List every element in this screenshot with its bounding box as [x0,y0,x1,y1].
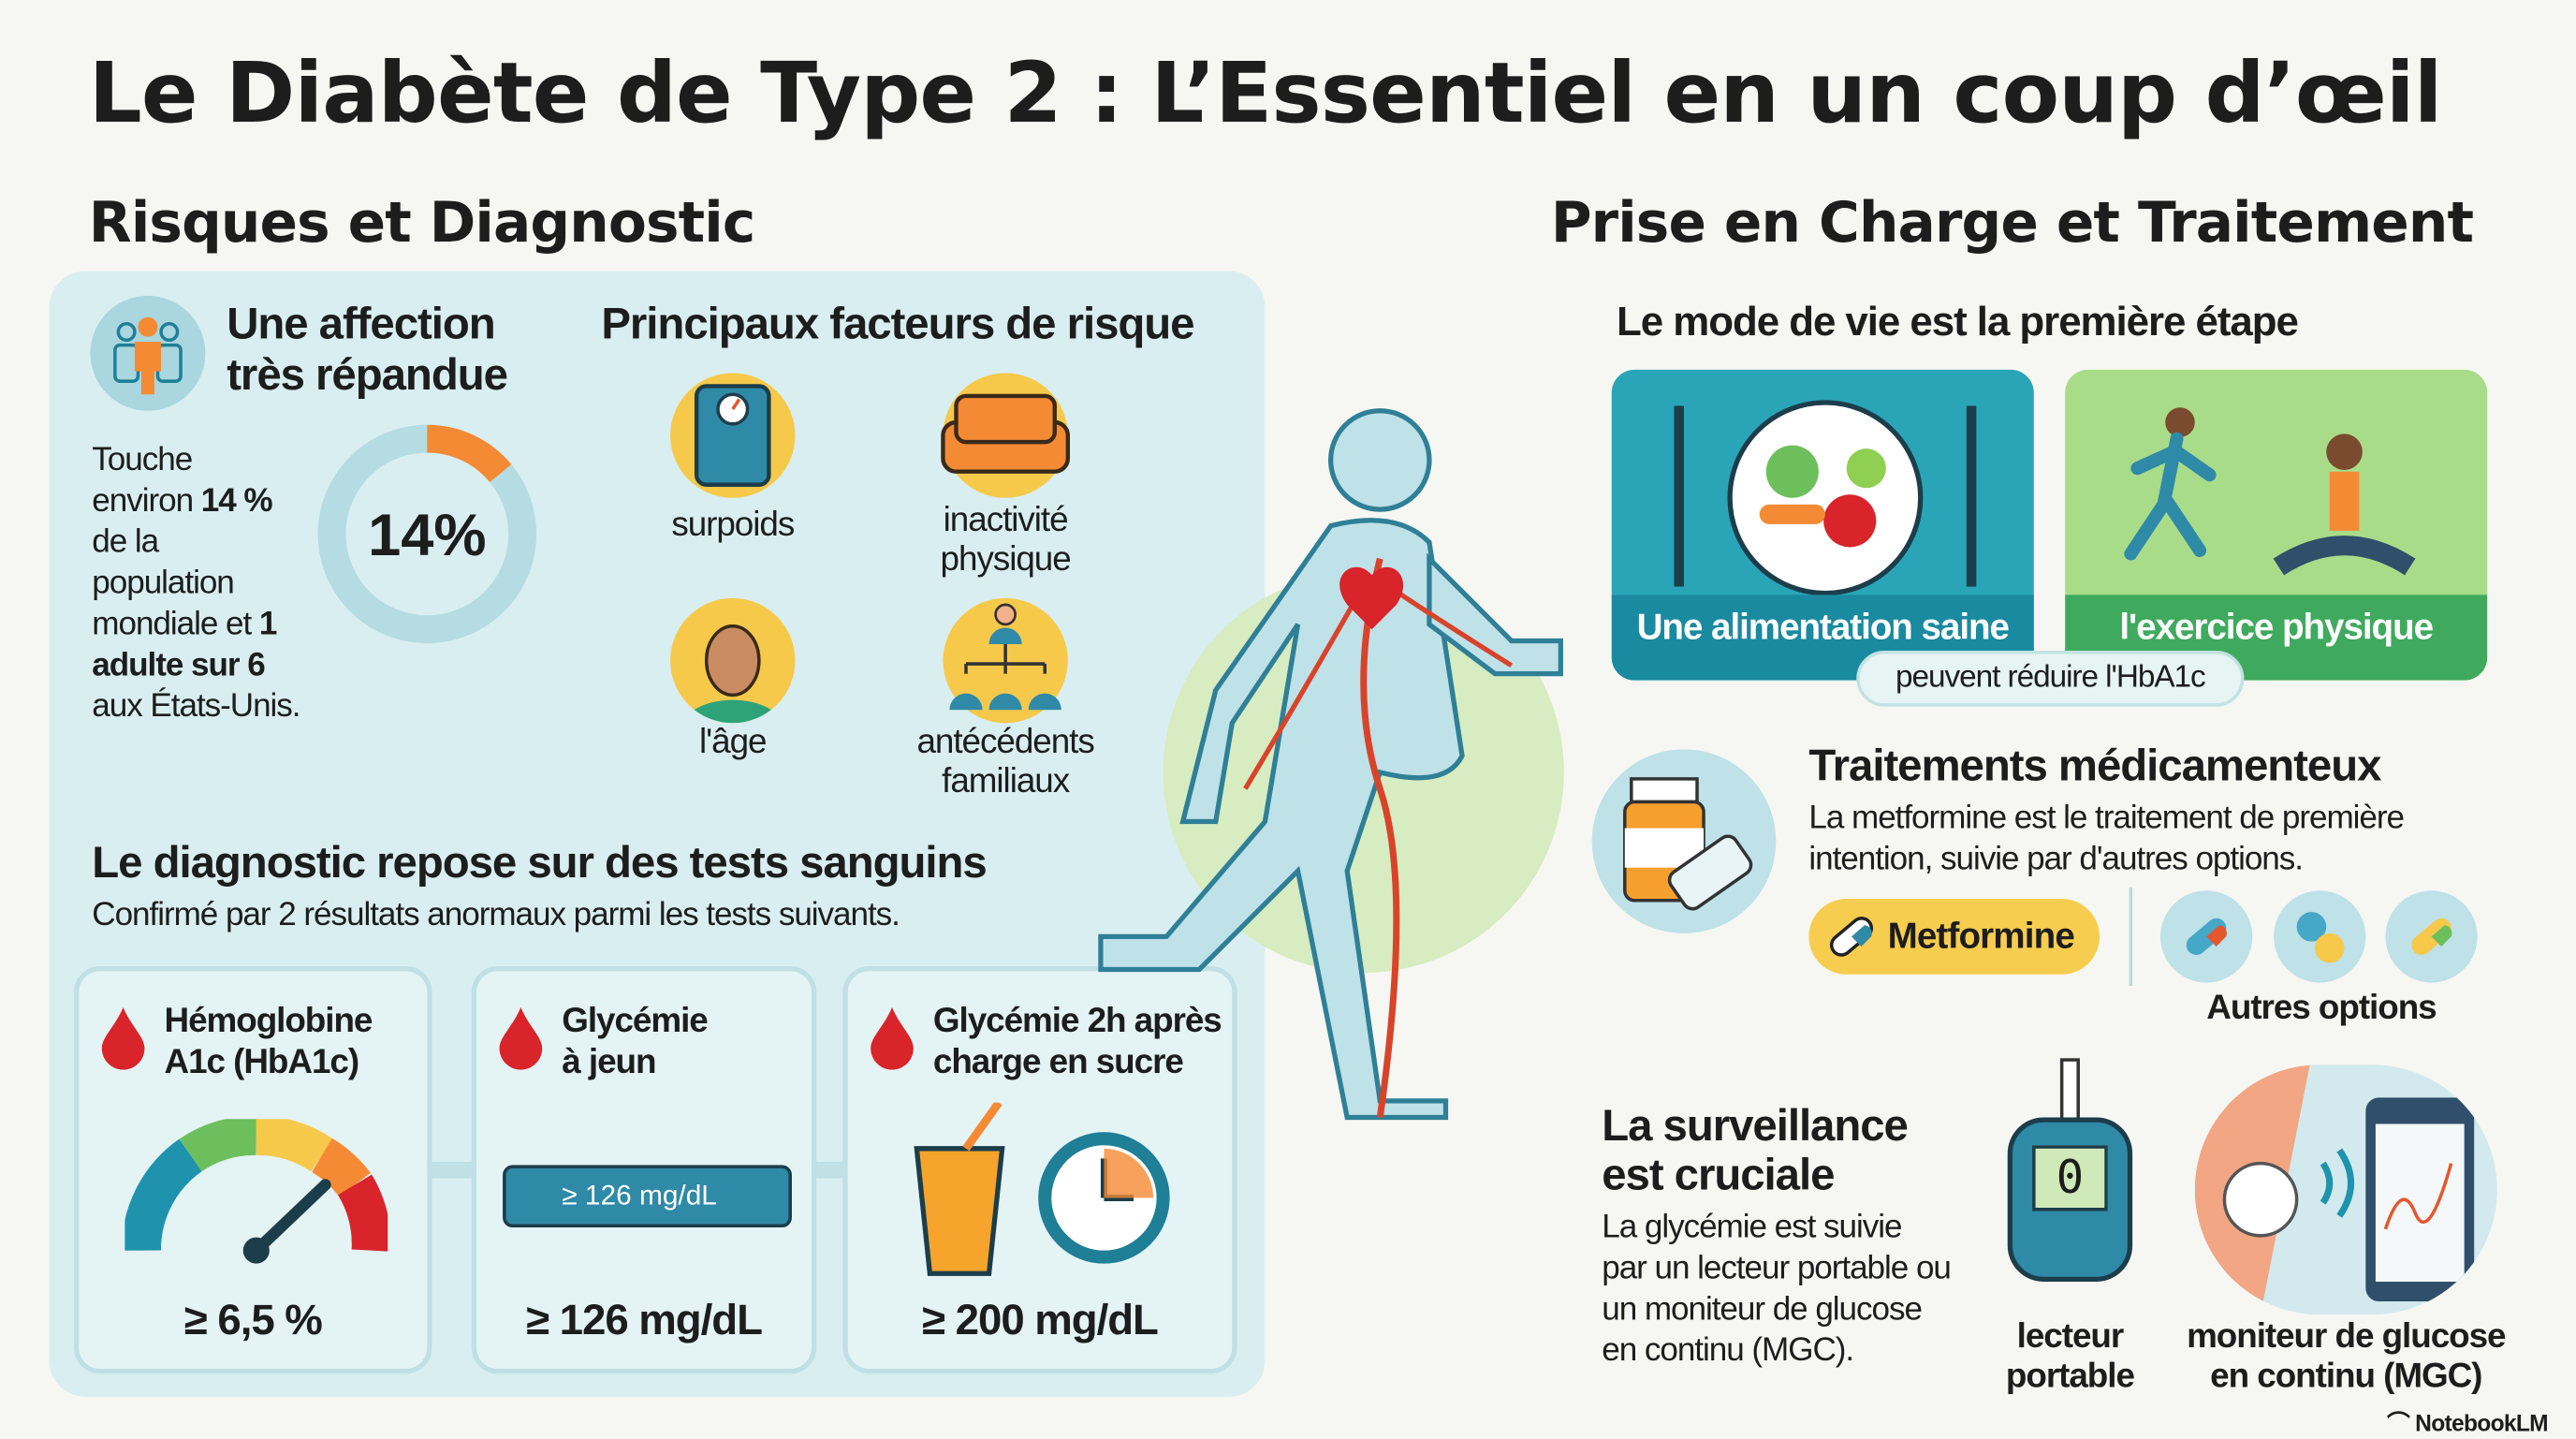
text: Hémoglobine [164,1002,373,1040]
other-options-label: Autres options [2206,989,2437,1027]
meter-label: lecteur portable [1988,1318,2153,1397]
lifestyle-title: Le mode de vie est la première étape [1617,299,2299,345]
text: en continu (MGC) [2210,1357,2482,1396]
risk-label-antecedents: antécédents familiaux [890,723,1120,801]
text: Touche [92,442,193,478]
text: inactivité [943,501,1069,539]
risk-label-surpoids: surpoids [671,506,795,544]
risk-title: Principaux facteurs de risque [601,299,1194,349]
text: un moniteur de glucose [1602,1291,1923,1329]
test-strip-icon: ≥ 126 mg/dL [503,1165,792,1228]
test-card-fasting: Glycémie à jeun ≥ 126 mg/dL ≥ 126 mg/dL [471,965,817,1374]
exercise-icon [2124,407,2416,576]
meds-title: Traitements médicamenteux [1808,741,2381,791]
text: en continu (MGC). [1602,1332,1854,1369]
blood-drop-icon [871,1006,914,1070]
metformin-badge: Metformine [1808,899,2100,975]
meds-text: La metformine est le traitement de premi… [1808,799,2405,881]
text: intention, suivie par d'autres options. [1808,841,2304,878]
hba1c-note: peuvent réduire l'HbA1c [1856,651,2245,707]
text: Glycémie [562,1002,709,1040]
prevalence-donut [317,424,537,644]
risk-label-inactivite: inactivité physique [907,501,1105,580]
text: moniteur de glucose [2187,1317,2506,1356]
food-card: Une alimentation saine [1611,369,2034,681]
monitoring-title: La surveillance est cruciale [1602,1100,1909,1200]
text: population [92,565,235,602]
risk-label-age: l'âge [699,723,768,761]
exercise-card: l'exercice physique [2065,369,2488,681]
text: charge en sucre [932,1043,1184,1081]
test-name: Hémoglobine A1c (HbA1c) [165,1001,373,1083]
text: lecteur [2016,1317,2125,1356]
plate-icon [1674,400,1977,596]
right-heading: Prise en Charge et Traitement [1550,190,2474,257]
prevalence-title: Une affection très répandue [227,299,508,400]
blood-drop-icon [499,1006,543,1070]
people-icon [90,295,206,411]
divider [2129,887,2133,987]
family-tree-icon [943,597,1068,724]
elderly-person-icon [670,597,796,724]
donut-label: 14% [368,501,487,569]
runner-illustration [1098,408,1564,1121]
scale-icon [670,373,796,498]
tablets-icon [2274,890,2366,983]
notebooklm-logo-icon: ⌒ [2387,1409,2416,1436]
capsule-icon [1829,917,1874,957]
text: 1 [258,606,277,643]
couch-icon [941,373,1071,498]
brand-watermark: ⌒ NotebookLM [2387,1406,2548,1439]
donut-track [317,424,537,644]
medication-icon [1591,749,1777,933]
text: à jeun [562,1043,656,1081]
text: La glycémie est suivie [1602,1209,1902,1246]
text: familiaux [942,762,1070,800]
text: antécédents [916,723,1094,761]
capsule-red-icon [2159,890,2253,983]
text: par un lecteur portable ou [1602,1250,1952,1287]
glucose-meter-icon: 0 [2007,1117,2133,1282]
text: mondiale et [92,606,259,643]
text: environ [92,482,201,520]
test-strip [2059,1058,2080,1124]
metformin-label: Metformine [1887,915,2075,957]
text: La surveillance [1602,1100,1909,1151]
prevalence-text: Touche environ 14 % de la population mon… [92,440,322,727]
gauge-icon [124,1119,388,1264]
meter-display: 0 [2032,1145,2108,1211]
brand-label: NotebookLM [2415,1409,2548,1436]
drink-clock-icon [914,1102,1170,1276]
text: Glycémie 2h après [932,1002,1222,1040]
text: adulte sur 6 [92,647,265,684]
diagnostic-title: Le diagnostic repose sur des tests sangu… [92,838,987,888]
blood-drop-icon [101,1006,145,1070]
text: est cruciale [1602,1150,1835,1200]
text: A1c (HbA1c) [164,1043,360,1081]
text: La metformine est le traitement de premi… [1808,800,2405,837]
test-threshold: ≥ 200 mg/dL [922,1295,1159,1344]
test-threshold: ≥ 6,5 % [183,1295,323,1344]
text: portable [2005,1357,2135,1396]
page-title: Le Diabète de Type 2 : L’Essentiel en un… [88,46,2443,143]
test-card-ogtt: Glycémie 2h après charge en sucre ≥ 200 m… [842,965,1237,1374]
left-heading: Risques et Diagnostic [88,190,755,257]
diagnostic-subtitle: Confirmé par 2 résultats anormaux parmi … [92,897,900,933]
cgm-icon [2194,1065,2497,1315]
cgm-label: moniteur de glucose en continu (MGC) [2165,1318,2526,1397]
text: 14 % [200,482,273,520]
text: de la [92,523,159,561]
food-label: Une alimentation saine [1611,595,2034,681]
capsule-green-icon [2385,890,2478,983]
text: aux États-Unis. [92,688,300,725]
test-name: Glycémie à jeun [562,1001,709,1083]
monitoring-text: La glycémie est suivie par un lecteur por… [1602,1208,1952,1373]
test-name: Glycémie 2h après charge en sucre [933,1001,1222,1083]
test-card-hba1c: Hémoglobine A1c (HbA1c) ≥ 6,5 % [73,965,432,1374]
test-threshold: ≥ 126 mg/dL [526,1295,763,1344]
text: physique [940,540,1072,579]
